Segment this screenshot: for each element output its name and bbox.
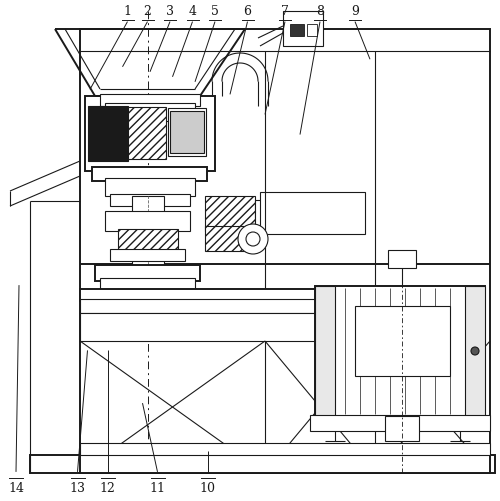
Bar [315,287,335,416]
Bar [205,226,253,252]
Bar [170,112,204,154]
Bar [310,415,490,431]
Bar [80,455,490,473]
Circle shape [238,224,268,255]
Bar [92,168,207,182]
Bar [168,109,206,157]
Bar [105,211,190,231]
Text: 8: 8 [316,5,324,18]
Text: 5: 5 [211,5,219,18]
Bar [128,108,166,160]
Circle shape [246,232,260,246]
Text: 13: 13 [70,481,86,494]
Bar [80,300,385,313]
Bar [290,25,304,37]
Bar [95,266,200,282]
Text: 7: 7 [281,5,289,18]
Text: 10: 10 [200,481,216,494]
Bar [355,307,450,376]
Bar [100,95,200,107]
Bar [105,179,195,196]
Text: 14: 14 [8,481,24,494]
Bar [118,229,178,252]
Text: 12: 12 [100,481,116,494]
Text: 1: 1 [124,5,132,18]
Bar [205,196,255,231]
Text: 9: 9 [351,5,359,18]
Bar [315,287,485,416]
Bar [80,443,490,455]
Bar [260,192,365,234]
Bar [105,104,195,122]
Bar [388,250,416,269]
Text: 4: 4 [188,5,196,18]
Text: 2: 2 [144,5,152,18]
Bar [80,30,490,459]
Bar [132,196,164,331]
Bar [100,279,195,297]
Bar [30,455,495,473]
Bar [80,313,385,341]
Bar [130,313,166,331]
Bar [307,25,317,37]
Circle shape [471,347,479,355]
Bar [88,107,128,162]
Text: 6: 6 [244,5,252,18]
Bar [118,297,178,316]
Bar [385,416,419,441]
Text: 3: 3 [166,5,174,18]
Bar [110,194,190,206]
Text: 11: 11 [150,481,166,494]
Bar [85,97,215,172]
Bar [283,12,323,47]
Bar [255,200,263,228]
Bar [465,287,485,416]
Bar [80,290,385,302]
Bar [110,249,185,262]
